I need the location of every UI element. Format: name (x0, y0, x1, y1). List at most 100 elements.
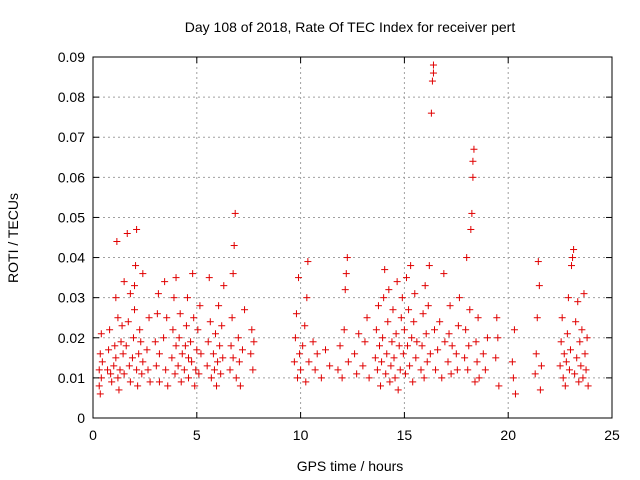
data-point (353, 370, 361, 378)
data-point (417, 366, 425, 374)
data-point (105, 346, 113, 354)
data-point (492, 354, 500, 362)
data-point (249, 366, 257, 374)
data-point (371, 354, 379, 362)
data-point (494, 334, 502, 342)
data-point (232, 374, 240, 382)
data-point (411, 290, 419, 298)
data-point (145, 314, 153, 322)
data-point (445, 330, 453, 338)
data-point (395, 342, 403, 350)
data-point (181, 342, 189, 350)
data-point (128, 354, 136, 362)
data-point (190, 314, 198, 322)
y-tick-label: 0.05 (58, 209, 85, 225)
data-point (231, 209, 239, 217)
data-point (423, 358, 431, 366)
data-point (420, 374, 428, 382)
data-point (182, 322, 190, 330)
data-point (344, 358, 352, 366)
data-point (401, 370, 409, 378)
data-point (139, 270, 147, 278)
data-point (293, 374, 301, 382)
data-point (124, 318, 132, 326)
data-point (95, 382, 103, 390)
data-point (556, 362, 564, 370)
data-point (402, 274, 410, 282)
data-point (209, 350, 217, 358)
y-tick-label: 0.09 (58, 49, 85, 65)
data-point (426, 350, 434, 358)
data-point (419, 310, 427, 318)
data-point (303, 294, 311, 302)
data-point (227, 342, 235, 350)
data-point (410, 318, 418, 326)
data-point (194, 326, 202, 334)
data-point (351, 350, 359, 358)
data-point (582, 366, 590, 374)
data-point (531, 370, 539, 378)
data-point (510, 326, 518, 334)
chart-title: Day 108 of 2018, Rate Of TEC Index for r… (185, 19, 516, 35)
x-axis-label: GPS time / hours (297, 458, 404, 474)
data-point (204, 338, 212, 346)
data-point (384, 318, 392, 326)
data-point (114, 314, 122, 322)
data-point (168, 354, 176, 362)
data-point (137, 338, 145, 346)
data-point (446, 302, 454, 310)
data-point (108, 378, 116, 386)
data-point (235, 358, 243, 366)
data-point (338, 374, 346, 382)
data-point (568, 262, 576, 270)
data-point (574, 298, 582, 306)
data-point (313, 350, 321, 358)
data-point (206, 318, 214, 326)
x-tick-label: 25 (604, 427, 620, 443)
data-point (234, 334, 242, 342)
data-point (462, 326, 470, 334)
data-point (363, 314, 371, 322)
data-point (317, 374, 325, 382)
data-points (95, 61, 592, 398)
axes: 0 0.01 0.02 0.03 0.04 0.05 0.06 0.07 0.08 0.09 0 5 1… (58, 49, 620, 443)
data-point (207, 374, 215, 382)
data-point (398, 294, 406, 302)
data-point (479, 350, 487, 358)
data-point (422, 330, 430, 338)
data-point (228, 314, 236, 322)
data-point (466, 306, 474, 314)
data-point (388, 338, 396, 346)
data-point (172, 274, 180, 282)
data-point (174, 362, 182, 370)
data-point (453, 366, 461, 374)
data-point (385, 286, 393, 294)
data-point (133, 225, 141, 233)
data-point (418, 342, 426, 350)
data-point (463, 254, 471, 262)
data-point (230, 242, 238, 250)
data-point (470, 145, 478, 153)
data-point (216, 342, 224, 350)
data-point (441, 338, 449, 346)
data-point (452, 350, 460, 358)
data-point (205, 274, 213, 282)
data-point (355, 330, 363, 338)
data-point (557, 338, 565, 346)
data-point (111, 342, 119, 350)
data-point (118, 322, 126, 330)
data-point (584, 382, 592, 390)
data-point (413, 338, 421, 346)
data-point (196, 302, 204, 310)
data-point (210, 366, 218, 374)
data-point (195, 370, 203, 378)
data-point (566, 346, 574, 354)
data-point (120, 278, 128, 286)
data-point (144, 366, 152, 374)
data-point (533, 314, 541, 322)
data-point (334, 366, 342, 374)
data-point (241, 306, 249, 314)
data-point (535, 282, 543, 290)
data-point (295, 274, 303, 282)
data-point (184, 354, 192, 362)
